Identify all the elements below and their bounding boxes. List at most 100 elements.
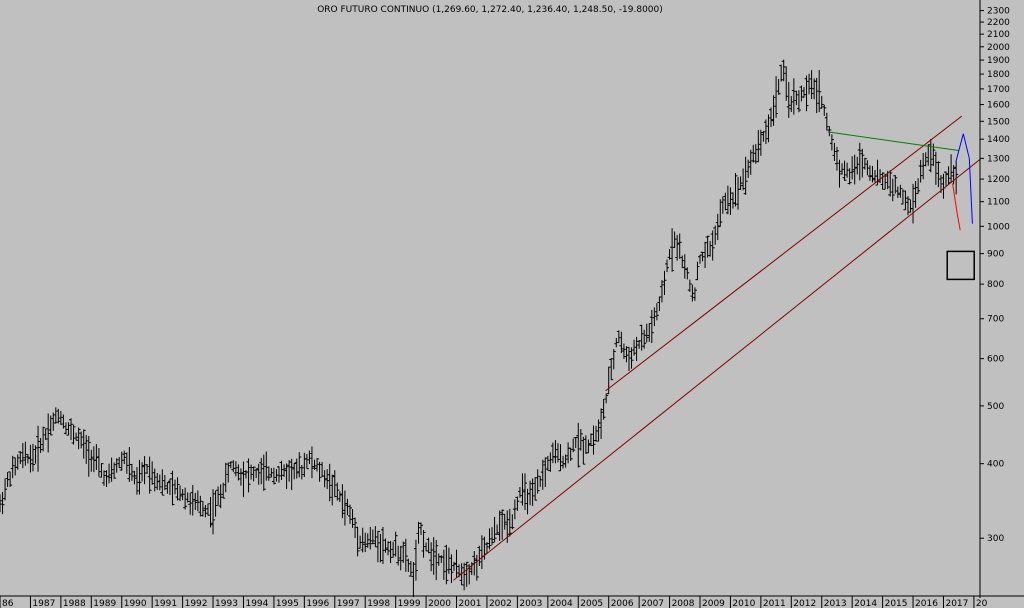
ohlc-bar	[594, 425, 599, 442]
ohlc-bar	[63, 422, 68, 435]
ohlc-bar	[137, 459, 142, 495]
ohlc-bar	[918, 159, 923, 183]
ohlc-bar	[228, 461, 233, 469]
ohlc-bar	[789, 96, 794, 113]
ohlc-bar	[911, 183, 916, 224]
ohlc-bar	[69, 418, 74, 441]
ohlc-bar	[157, 474, 162, 491]
trendline-2	[605, 115, 963, 392]
ohlc-bar	[698, 254, 702, 264]
ohlc-bar	[545, 455, 550, 471]
ohlc-bar	[48, 415, 53, 436]
ohlc-bar	[446, 547, 451, 574]
ohlc-bar	[687, 279, 692, 292]
ohlc-bar	[809, 70, 814, 100]
ohlc-bar	[287, 460, 292, 482]
ohlc-bar	[147, 456, 152, 494]
ohlc-bar	[315, 458, 320, 472]
x-tick-label: 2013	[824, 599, 847, 608]
ohlc-bar	[317, 461, 322, 482]
ohlc-bar	[756, 129, 761, 163]
y-tick-label: 2000	[987, 43, 1010, 53]
ohlc-bar	[380, 526, 385, 564]
y-tick-label: 2200	[987, 18, 1010, 28]
ohlc-bar	[776, 79, 781, 95]
ohlc-bar	[888, 170, 893, 197]
ohlc-bar	[751, 144, 756, 163]
x-tick-label: 1990	[124, 599, 147, 608]
ohlc-bar	[708, 241, 713, 257]
y-tick-label: 1100	[987, 198, 1010, 208]
ohlc-bar	[292, 462, 297, 480]
ohlc-bar	[348, 504, 352, 524]
ohlc-bar	[733, 173, 738, 207]
ohlc-bar	[256, 463, 261, 485]
ohlc-bar	[162, 474, 167, 491]
ohlc-bar	[629, 347, 634, 369]
ohlc-bar	[129, 463, 134, 481]
lines-layer	[453, 115, 981, 581]
ohlc-bar	[829, 134, 834, 151]
ohlc-bar	[692, 287, 697, 301]
annotation-box	[946, 250, 975, 281]
ohlc-bar	[883, 173, 888, 190]
y-tick-label: 700	[987, 315, 1004, 325]
ohlc-bar	[246, 458, 251, 493]
ohlc-bar	[807, 73, 812, 95]
ohlc-bar	[94, 444, 99, 470]
ohlc-bar	[218, 484, 223, 509]
ohlc-bar	[936, 161, 941, 188]
ohlc-bar	[294, 458, 299, 479]
ohlc-bar	[533, 476, 538, 501]
ohlc-bar	[413, 539, 418, 581]
ohlc-bar	[183, 487, 188, 510]
ohlc-bar	[951, 165, 956, 185]
ohlc-bar	[535, 469, 540, 494]
ohlc-bar	[96, 448, 101, 477]
ohlc-bar	[340, 484, 345, 519]
ohlc-bar	[555, 443, 560, 463]
ohlc-bar	[142, 456, 147, 485]
ohlc-bar	[134, 467, 139, 495]
ohlc-bar	[601, 398, 606, 420]
ohlc-bar	[817, 70, 822, 113]
ohlc-bar	[880, 172, 885, 190]
ohlc-bar	[578, 429, 583, 451]
ohlc-bar	[76, 427, 81, 450]
ohlc-bar	[515, 496, 520, 511]
ohlc-bar	[51, 412, 56, 431]
ohlc-bar	[231, 460, 236, 472]
ohlc-bar	[558, 444, 563, 472]
x-tick-label: 1992	[185, 599, 208, 608]
ohlc-bar	[3, 478, 8, 501]
ohlc-bar	[753, 144, 758, 164]
ohlc-bar	[604, 393, 609, 404]
x-tick-label: 2008	[672, 599, 695, 608]
ohlc-bar	[0, 491, 5, 515]
ohlc-bar	[885, 170, 890, 190]
x-tick-label: 2002	[489, 599, 512, 608]
ohlc-bar	[223, 462, 228, 493]
ohlc-bar	[167, 478, 172, 495]
ohlc-bar	[834, 146, 839, 171]
ohlc-bar	[185, 492, 190, 503]
y-tick-label: 1000	[987, 222, 1010, 232]
ohlc-bar	[140, 462, 145, 482]
ohlc-bar	[796, 90, 801, 113]
ohlc-bar	[213, 490, 218, 517]
ohlc-bar	[718, 199, 723, 228]
ohlc-bar	[474, 554, 479, 581]
ohlc-bar	[216, 486, 221, 506]
ohlc-bar	[781, 59, 786, 82]
ohlc-bar	[378, 533, 383, 563]
ohlc-bar	[898, 184, 903, 198]
ohlc-bar	[730, 192, 735, 209]
y-tick-label: 1400	[987, 135, 1010, 145]
ohlc-bar	[127, 447, 132, 482]
ohlc-bar	[685, 267, 690, 280]
ohlc-bar	[398, 545, 403, 571]
ohlc-bar	[81, 429, 86, 459]
x-tick-label: 1998	[367, 599, 390, 608]
ohlc-bar	[713, 225, 718, 245]
ohlc-bar	[827, 126, 832, 137]
